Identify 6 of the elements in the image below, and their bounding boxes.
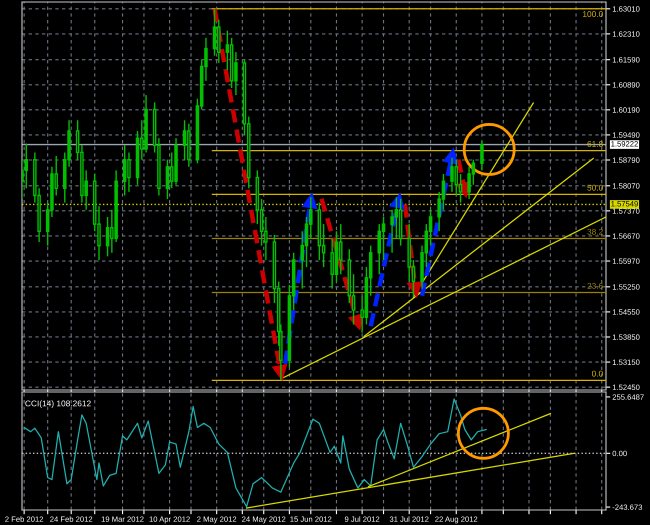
series-label: 38.2	[587, 228, 603, 235]
series-label: 23.6	[587, 282, 603, 289]
series-label: 100.0	[583, 11, 603, 18]
text: CCI(14) 108.2612	[25, 400, 91, 408]
series-label: 50.0	[587, 184, 603, 191]
series-label: 0.0	[592, 370, 603, 377]
